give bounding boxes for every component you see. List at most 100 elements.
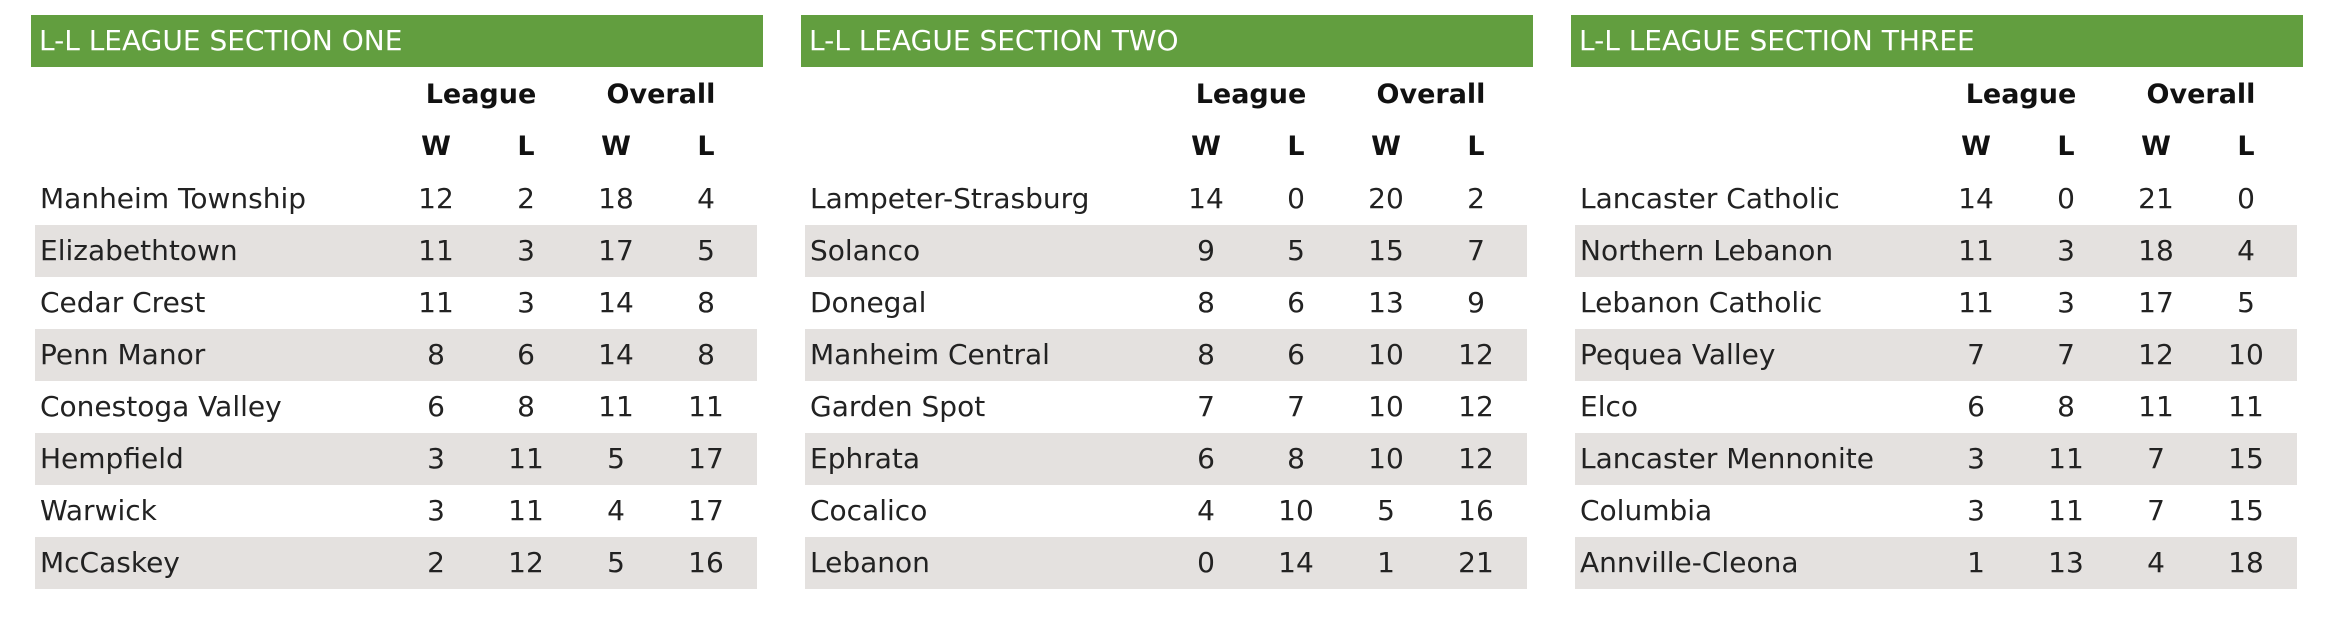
- league-losses: 11: [508, 494, 544, 527]
- table-row: Garden Spot 7 7 10 12: [805, 381, 1527, 433]
- overall-losses: 10: [2228, 338, 2264, 371]
- team-name: Annville-Cleona: [1580, 546, 1799, 579]
- league-wins: 4: [1197, 494, 1215, 527]
- group-header-row: League Overall: [801, 69, 1533, 121]
- team-name: Solanco: [810, 234, 921, 267]
- league-wins: 11: [1958, 286, 1994, 319]
- section-title: L-L LEAGUE SECTION TWO: [801, 15, 1533, 67]
- league-group-header: League: [1965, 79, 2077, 110]
- overall-losses: 12: [1458, 442, 1494, 475]
- league-wins: 0: [1197, 546, 1215, 579]
- league-wins-header: W: [1961, 131, 1991, 162]
- team-name: Lebanon: [810, 546, 930, 579]
- table-row: Annville-Cleona 1 13 4 18: [1575, 537, 2297, 589]
- league-losses: 10: [1278, 494, 1314, 527]
- overall-wins-header: W: [601, 131, 631, 162]
- overall-losses-header: L: [697, 131, 715, 162]
- overall-wins: 18: [598, 182, 634, 215]
- league-losses: 3: [517, 286, 535, 319]
- league-losses-header: L: [517, 131, 535, 162]
- overall-losses: 15: [2228, 494, 2264, 527]
- league-losses: 6: [1287, 286, 1305, 319]
- overall-wins: 10: [1368, 390, 1404, 423]
- team-name: Lancaster Mennonite: [1580, 442, 1874, 475]
- team-name: Elizabethtown: [40, 234, 238, 267]
- table-row: Manheim Township 12 2 18 4: [35, 173, 757, 225]
- league-losses: 14: [1278, 546, 1314, 579]
- overall-losses: 21: [1458, 546, 1494, 579]
- team-name: Pequea Valley: [1580, 338, 1776, 371]
- table-row: Pequea Valley 7 7 12 10: [1575, 329, 2297, 381]
- league-losses: 0: [1287, 182, 1305, 215]
- overall-losses: 18: [2228, 546, 2264, 579]
- overall-wins: 4: [2147, 546, 2165, 579]
- league-wins: 11: [418, 234, 454, 267]
- team-name: Hempfield: [40, 442, 184, 475]
- overall-losses: 5: [2237, 286, 2255, 319]
- overall-losses: 12: [1458, 338, 1494, 371]
- team-name: Warwick: [40, 494, 157, 527]
- team-name: Conestoga Valley: [40, 390, 282, 423]
- overall-wins: 20: [1368, 182, 1404, 215]
- overall-wins: 11: [598, 390, 634, 423]
- table-row: Lancaster Mennonite 3 11 7 15: [1575, 433, 2297, 485]
- overall-group-header: Overall: [1376, 79, 1486, 110]
- overall-losses: 16: [688, 546, 724, 579]
- overall-wins: 11: [2138, 390, 2174, 423]
- overall-wins: 5: [1377, 494, 1395, 527]
- overall-wins: 13: [1368, 286, 1404, 319]
- team-name: Manheim Township: [40, 182, 306, 215]
- league-losses: 3: [2057, 234, 2075, 267]
- column-header-row: W L W L: [1571, 121, 2303, 173]
- overall-wins: 21: [2138, 182, 2174, 215]
- league-losses: 6: [517, 338, 535, 371]
- standings-section-two: L-L LEAGUE SECTION TWO League Overall W …: [801, 15, 1533, 589]
- table-row: Donegal 8 6 13 9: [805, 277, 1527, 329]
- league-losses-header: L: [1287, 131, 1305, 162]
- overall-wins: 14: [598, 338, 634, 371]
- overall-losses: 8: [697, 338, 715, 371]
- league-wins: 3: [427, 494, 445, 527]
- league-wins: 8: [1197, 338, 1215, 371]
- overall-wins: 1: [1377, 546, 1395, 579]
- league-group-header: League: [425, 79, 537, 110]
- league-wins-header: W: [421, 131, 451, 162]
- table-row: Lebanon 0 14 1 21: [805, 537, 1527, 589]
- overall-wins: 5: [607, 546, 625, 579]
- overall-wins: 7: [2147, 442, 2165, 475]
- overall-wins: 17: [2138, 286, 2174, 319]
- team-name: McCaskey: [40, 546, 180, 579]
- league-losses: 0: [2057, 182, 2075, 215]
- group-header-row: League Overall: [31, 69, 763, 121]
- overall-wins: 10: [1368, 338, 1404, 371]
- overall-wins: 4: [607, 494, 625, 527]
- overall-losses: 2: [1467, 182, 1485, 215]
- overall-losses: 4: [697, 182, 715, 215]
- overall-wins-header: W: [1371, 131, 1401, 162]
- team-name: Cedar Crest: [40, 286, 206, 319]
- team-name: Elco: [1580, 390, 1638, 423]
- league-losses: 12: [508, 546, 544, 579]
- league-wins: 6: [1967, 390, 1985, 423]
- overall-losses: 15: [2228, 442, 2264, 475]
- overall-losses: 0: [2237, 182, 2255, 215]
- league-wins: 3: [1967, 494, 1985, 527]
- team-name: Lancaster Catholic: [1580, 182, 1840, 215]
- league-wins: 8: [1197, 286, 1215, 319]
- section-title: L-L LEAGUE SECTION ONE: [31, 15, 763, 67]
- overall-losses: 17: [688, 494, 724, 527]
- overall-group-header: Overall: [606, 79, 716, 110]
- team-name: Lampeter-Strasburg: [810, 182, 1090, 215]
- league-wins: 3: [427, 442, 445, 475]
- overall-wins: 10: [1368, 442, 1404, 475]
- league-wins: 2: [427, 546, 445, 579]
- overall-wins: 5: [607, 442, 625, 475]
- column-header-row: W L W L: [31, 121, 763, 173]
- league-losses: 11: [2048, 494, 2084, 527]
- league-losses: 5: [1287, 234, 1305, 267]
- table-row: Conestoga Valley 6 8 11 11: [35, 381, 757, 433]
- overall-losses: 9: [1467, 286, 1485, 319]
- league-losses: 13: [2048, 546, 2084, 579]
- league-losses: 8: [1287, 442, 1305, 475]
- league-losses: 11: [508, 442, 544, 475]
